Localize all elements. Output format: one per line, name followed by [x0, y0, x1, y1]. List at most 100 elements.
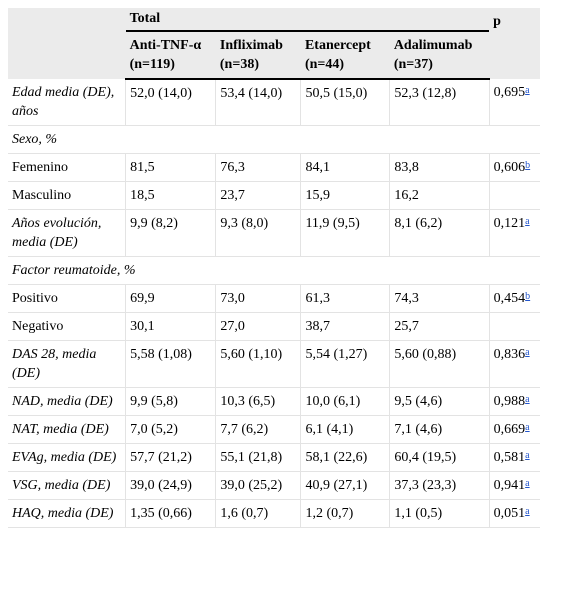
group-label: Factor reumatoide, %: [8, 256, 540, 285]
p-value-cell: 0,121a: [488, 209, 540, 257]
value-cell: 57,7 (21,2): [125, 443, 216, 472]
value-cell: 81,5: [125, 153, 216, 182]
row-label: VSG, media (DE): [8, 471, 126, 500]
p-value-cell: 0,581a: [488, 443, 540, 472]
value-cell: 9,9 (8,2): [125, 209, 216, 257]
p-value: 0,051: [493, 506, 526, 521]
value-cell: 53,4 (14,0): [215, 79, 301, 126]
header-col-etanercept: Etanercept (n=44): [300, 31, 390, 80]
value-cell: 16,2: [389, 181, 490, 210]
p-value: 0,121: [493, 216, 526, 231]
value-cell: 5,60 (0,88): [389, 340, 490, 388]
header-col-infliximab: Infliximab (n=38): [215, 31, 301, 80]
value-cell: 1,2 (0,7): [300, 499, 390, 528]
p-value: 0,606: [493, 160, 526, 175]
p-value: 0,454: [493, 291, 526, 306]
group-label: Sexo, %: [8, 125, 540, 154]
value-cell: 40,9 (27,1): [300, 471, 390, 500]
value-cell: 27,0: [215, 312, 301, 341]
value-cell: 52,3 (12,8): [389, 79, 490, 126]
value-cell: 50,5 (15,0): [300, 79, 390, 126]
footnote-link[interactable]: a: [525, 85, 530, 96]
table-row: EVAg, media (DE) 57,7 (21,2) 55,1 (21,8) 58…: [8, 443, 540, 472]
p-value-cell: 0,051a: [488, 499, 540, 528]
table-row: Femenino 81,5 76,3 84,1 83,8 0,606b: [8, 153, 540, 182]
p-value-cell: 0,988a: [488, 387, 540, 416]
header-p: p: [489, 8, 540, 79]
footnote-link[interactable]: b: [525, 160, 531, 171]
value-cell: 5,60 (1,10): [215, 340, 301, 388]
footnote-link[interactable]: a: [525, 450, 530, 461]
value-cell: 39,0 (24,9): [125, 471, 216, 500]
value-cell: 7,0 (5,2): [125, 415, 216, 444]
value-cell: 39,0 (25,2): [215, 471, 301, 500]
table-row: Edad media (DE), años 52,0 (14,0) 53,4 (14…: [8, 79, 540, 126]
value-cell: 38,7: [300, 312, 390, 341]
p-value: 0,988: [493, 394, 526, 409]
header-total: Total: [125, 8, 490, 32]
value-cell: 1,6 (0,7): [215, 499, 301, 528]
value-cell: 7,1 (4,6): [389, 415, 490, 444]
row-label: Femenino: [8, 153, 126, 182]
value-cell: 8,1 (6,2): [389, 209, 490, 257]
footnote-link[interactable]: a: [525, 216, 530, 227]
value-cell: 52,0 (14,0): [125, 79, 216, 126]
table-row: Masculino 18,5 23,7 15,9 16,2: [8, 181, 540, 210]
p-value: 0,836: [493, 347, 526, 362]
header-col-anti-tnf: Anti-TNF-α (n=119): [125, 31, 216, 80]
results-table: Total p Anti-TNF-α (n=119) Infliximab (n=3…: [8, 8, 540, 528]
footnote-link[interactable]: a: [525, 422, 530, 433]
value-cell: 83,8: [389, 153, 490, 182]
value-cell: 18,5: [125, 181, 216, 210]
group-row: Sexo, %: [8, 125, 540, 154]
value-cell: 37,3 (23,3): [389, 471, 490, 500]
value-cell: 84,1: [300, 153, 390, 182]
value-cell: 15,9: [300, 181, 390, 210]
value-cell: 61,3: [300, 284, 390, 313]
footnote-link[interactable]: a: [525, 347, 530, 358]
value-cell: 74,3: [389, 284, 490, 313]
table-row: Negativo 30,1 27,0 38,7 25,7: [8, 312, 540, 341]
footnote-link[interactable]: a: [525, 506, 530, 517]
p-value-cell: 0,695a: [488, 79, 540, 126]
table-row: DAS 28, media (DE) 5,58 (1,08) 5,60 (1,10)…: [8, 340, 540, 388]
p-value-cell: 0,454b: [488, 284, 540, 313]
value-cell: 10,0 (6,1): [300, 387, 390, 416]
value-cell: 9,5 (4,6): [389, 387, 490, 416]
value-cell: 11,9 (9,5): [300, 209, 390, 257]
table-row: NAD, media (DE) 9,9 (5,8) 10,3 (6,5) 10,0 (…: [8, 387, 540, 416]
p-value-cell: 0,606b: [488, 153, 540, 182]
value-cell: 58,1 (22,6): [300, 443, 390, 472]
footnote-link[interactable]: a: [525, 394, 530, 405]
footnote-link[interactable]: a: [525, 478, 530, 489]
group-row: Factor reumatoide, %: [8, 256, 540, 285]
p-value: 0,669: [493, 422, 526, 437]
table-row: VSG, media (DE) 39,0 (24,9) 39,0 (25,2) 40,…: [8, 471, 540, 500]
p-value-cell: 0,669a: [488, 415, 540, 444]
row-label: Años evolución, media (DE): [8, 209, 126, 257]
p-value-cell: [488, 312, 540, 341]
value-cell: 9,3 (8,0): [215, 209, 301, 257]
value-cell: 55,1 (21,8): [215, 443, 301, 472]
p-value-cell: 0,941a: [488, 471, 540, 500]
row-label: NAD, media (DE): [8, 387, 126, 416]
row-label: Negativo: [8, 312, 126, 341]
value-cell: 5,54 (1,27): [300, 340, 390, 388]
p-value: 0,941: [493, 478, 526, 493]
value-cell: 69,9: [125, 284, 216, 313]
value-cell: 7,7 (6,2): [215, 415, 301, 444]
value-cell: 9,9 (5,8): [125, 387, 216, 416]
table-row: Positivo 69,9 73,0 61,3 74,3 0,454b: [8, 284, 540, 313]
table-row: NAT, media (DE) 7,0 (5,2) 7,7 (6,2) 6,1 (4,…: [8, 415, 540, 444]
footnote-link[interactable]: b: [525, 291, 531, 302]
p-value: 0,695: [493, 85, 526, 100]
header-col-adalimumab: Adalimumab (n=37): [389, 31, 490, 80]
value-cell: 10,3 (6,5): [215, 387, 301, 416]
row-label: Positivo: [8, 284, 126, 313]
row-label: EVAg, media (DE): [8, 443, 126, 472]
p-value: 0,581: [493, 450, 526, 465]
row-label: Edad media (DE), años: [8, 79, 126, 126]
header-blank-cell: [8, 8, 126, 79]
p-value-cell: 0,836a: [488, 340, 540, 388]
table-header: Total p Anti-TNF-α (n=119) Infliximab (n=3…: [8, 8, 540, 80]
